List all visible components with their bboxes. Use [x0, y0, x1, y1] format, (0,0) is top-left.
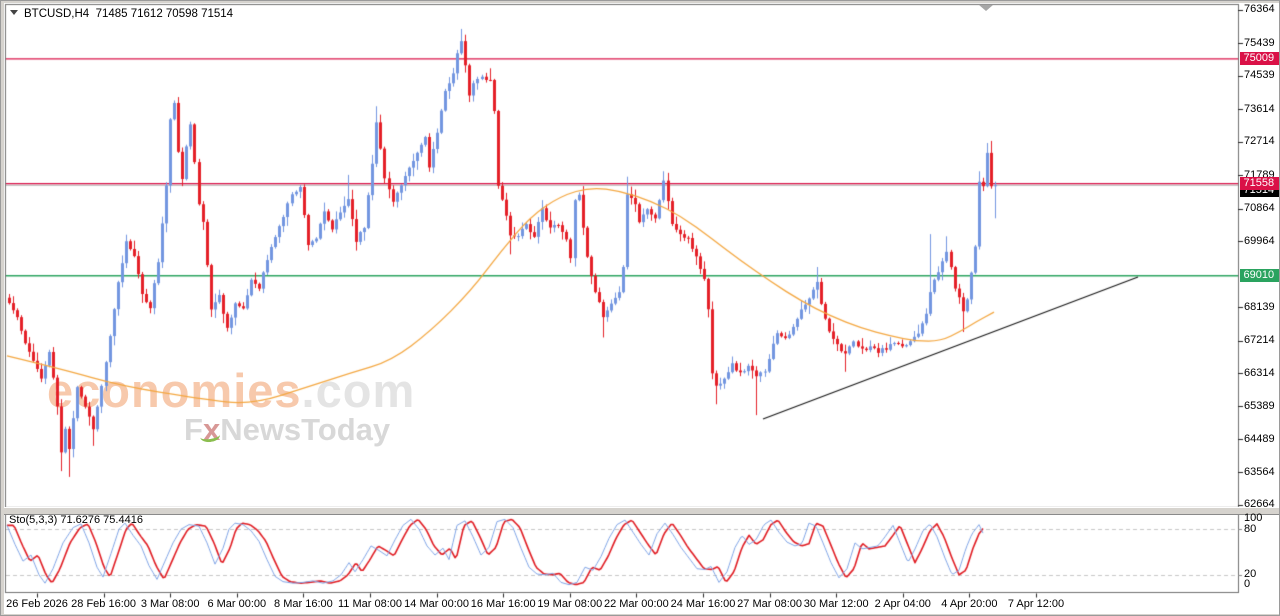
price-tick-label: 72714: [1244, 135, 1275, 148]
sto-level-label: 0: [1244, 578, 1251, 590]
time-tick-label: 4 Apr 20:00: [941, 598, 998, 610]
price-tick-label: 63564: [1244, 465, 1275, 478]
support-price-badge: 69010: [1239, 269, 1279, 283]
price-tick-label: 69964: [1244, 234, 1275, 247]
sto-level-label: 20: [1244, 568, 1257, 581]
time-tick-label: 16 Mar 16:00: [470, 598, 536, 610]
panel-separator[interactable]: [1, 507, 1279, 515]
time-tick-label: 26 Feb 2026: [6, 598, 68, 610]
time-tick-label: 19 Mar 08:00: [537, 598, 603, 610]
window-edge-top: [1, 1, 1279, 3]
price-tick-label: 67214: [1244, 334, 1275, 347]
time-tick-label: 22 Mar 00:00: [603, 598, 669, 610]
stochastic-indicator-label: Sto(5,3,3) 71.6276 75.4416: [9, 514, 143, 526]
quote-bar[interactable]: BTCUSD,H4 71485 71612 70598 71514: [10, 8, 233, 20]
chart-shift-marker-icon[interactable]: [979, 5, 993, 11]
time-tick-label: 11 Mar 08:00: [337, 598, 402, 610]
sto-level-label: 80: [1244, 522, 1257, 535]
price-tick-label: 68139: [1244, 300, 1275, 313]
price-tick-label: 73614: [1244, 102, 1275, 115]
quote-text: BTCUSD,H4 71485 71612 70598 71514: [24, 8, 234, 20]
time-tick-label: 2 Apr 04:00: [874, 598, 931, 610]
window-edge-bottom: [1, 614, 1279, 615]
time-tick-label: 3 Mar 08:00: [140, 598, 200, 610]
time-tick-label: 30 Mar 12:00: [803, 598, 869, 610]
price-tick-label: 66314: [1244, 366, 1275, 379]
time-tick-label: 27 Mar 08:00: [737, 598, 802, 610]
price-tick-label: 76364: [1244, 3, 1275, 16]
time-tick-label: 14 Mar 00:00: [404, 598, 469, 610]
time-tick-label: 24 Mar 16:00: [670, 598, 736, 610]
price-tick-label: 74539: [1244, 69, 1275, 82]
sto-level-label: 100: [1244, 512, 1263, 524]
price-tick-label: 62664: [1244, 498, 1275, 511]
price-tick-label: 75439: [1244, 36, 1275, 49]
price-axis[interactable]: 76364 75439 74539 73614 72714 71789 70864 69964…: [1238, 1, 1279, 613]
time-axis[interactable]: 26 Feb 2026 28 Feb 16:00 3 Mar 08:00 6 Mar …: [1, 593, 1238, 614]
time-tick-label: 8 Mar 16:00: [274, 598, 333, 610]
time-tick-label: 28 Feb 16:00: [71, 598, 137, 610]
time-tick-label: 6 Mar 00:00: [207, 598, 267, 610]
resistance-price-badge: 75009: [1239, 52, 1279, 66]
window-edge-left: [1, 1, 4, 615]
symbol-dropdown-icon[interactable]: [10, 10, 18, 15]
ask-price-badge: 71558: [1239, 177, 1279, 191]
price-tick-label: 64489: [1244, 432, 1275, 445]
price-tick-label: 70864: [1244, 202, 1275, 215]
price-tick-label: 65389: [1244, 399, 1275, 412]
time-tick-label: 7 Apr 12:00: [1007, 598, 1065, 610]
